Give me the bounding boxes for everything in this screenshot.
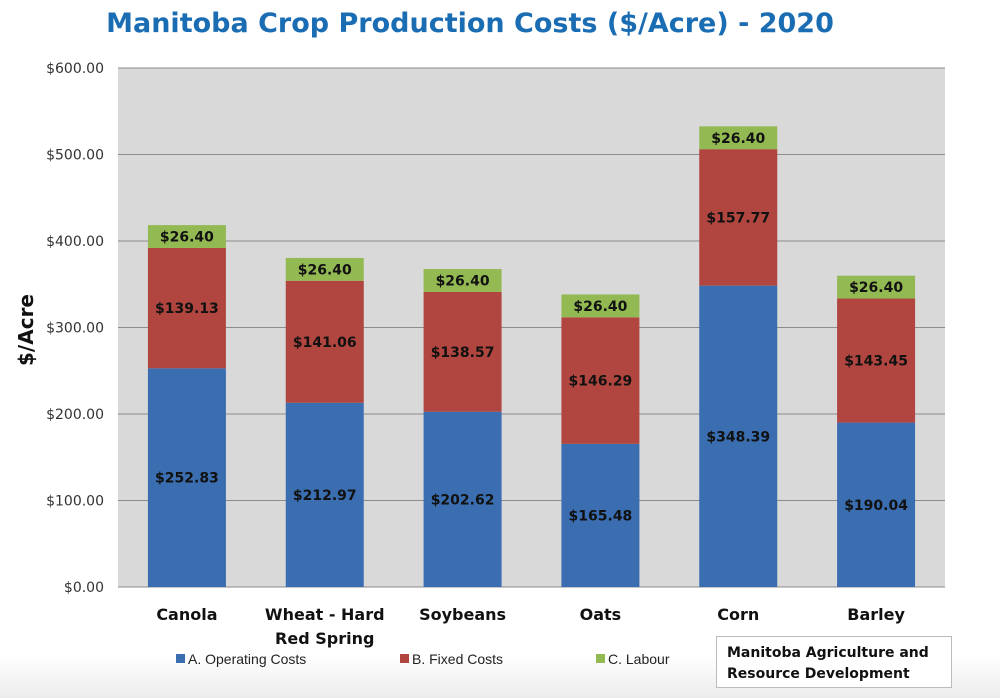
- bar-segment: [561, 317, 640, 444]
- data-label: $26.40: [711, 131, 765, 147]
- bar-segment: [285, 257, 364, 281]
- chart-title: Manitoba Crop Production Costs ($/Acre) …: [106, 8, 834, 39]
- legend-label: A. Operating Costs: [188, 651, 306, 667]
- source-note-line: Manitoba Agriculture and: [727, 645, 929, 661]
- data-label: $348.39: [706, 429, 770, 445]
- data-label: $26.40: [849, 280, 903, 296]
- bar-segment: [147, 247, 226, 369]
- y-tick-label: $300.00: [46, 321, 104, 337]
- y-tick-label: $400.00: [46, 234, 104, 250]
- bar-segment: [699, 126, 778, 150]
- data-label: $202.62: [431, 492, 495, 508]
- bar-segment: [837, 422, 916, 587]
- y-tick-label: $0.00: [64, 580, 104, 596]
- bar-segment: [423, 269, 502, 292]
- data-label: $138.57: [431, 345, 495, 361]
- bar-segment: [561, 443, 640, 587]
- data-label: $146.29: [569, 374, 633, 390]
- data-label: $139.13: [155, 301, 219, 317]
- bar-segment: [285, 280, 364, 403]
- data-label: $190.04: [844, 498, 908, 514]
- data-label: $141.06: [293, 335, 357, 351]
- x-tick-label: Wheat - Hard: [265, 605, 385, 624]
- legend-swatch: [400, 654, 409, 663]
- y-tick-label: $500.00: [46, 148, 104, 164]
- x-tick-label: Corn: [717, 605, 759, 624]
- legend-label: B. Fixed Costs: [412, 651, 503, 667]
- bar-segment: [561, 294, 640, 318]
- legend-swatch: [176, 654, 185, 663]
- data-label: $212.97: [293, 488, 357, 504]
- y-tick-label: $200.00: [46, 407, 104, 423]
- y-tick-label: $600.00: [46, 61, 104, 77]
- x-tick-label: Barley: [847, 605, 905, 624]
- data-label: $252.83: [155, 471, 219, 487]
- legend-swatch: [596, 654, 605, 663]
- bar-segment: [147, 225, 226, 248]
- source-note-line: Resource Development: [727, 666, 910, 682]
- y-axis-label: $/Acre: [14, 294, 38, 366]
- x-tick-label: Oats: [580, 605, 622, 624]
- data-label: $26.40: [436, 273, 490, 289]
- data-label: $26.40: [573, 299, 627, 315]
- x-tick-label: Canola: [156, 605, 217, 624]
- bar-segment: [147, 368, 226, 587]
- bar-segment: [285, 402, 364, 587]
- data-label: $26.40: [160, 230, 214, 246]
- bar-segment: [423, 411, 502, 587]
- data-label: $26.40: [298, 262, 352, 278]
- data-label: $157.77: [706, 210, 770, 226]
- data-label: $165.48: [569, 508, 633, 524]
- bar-segment: [837, 298, 916, 423]
- source-note: Manitoba Agriculture and Resource Develo…: [716, 636, 952, 688]
- bar-segment: [423, 291, 502, 412]
- x-tick-label: Soybeans: [419, 605, 506, 624]
- y-tick-label: $100.00: [46, 494, 104, 510]
- legend-label: C. Labour: [608, 651, 670, 667]
- data-label: $143.45: [844, 354, 908, 370]
- bar-segment: [699, 149, 778, 286]
- bar-segment: [699, 285, 778, 587]
- x-tick-label: Red Spring: [275, 629, 374, 648]
- bar-segment: [837, 275, 916, 299]
